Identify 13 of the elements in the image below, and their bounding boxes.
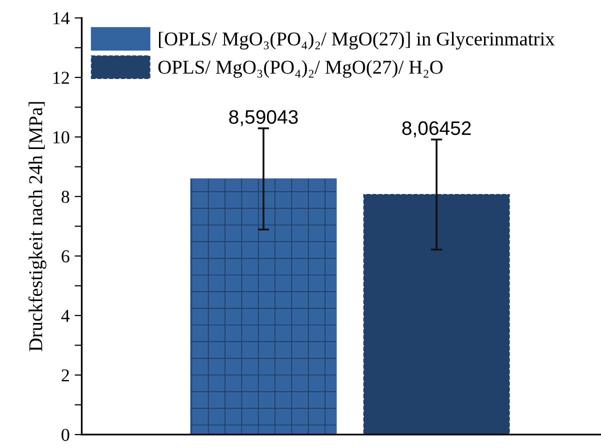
y-tick-label: 4 [61, 310, 70, 322]
y-tick-label: 12 [53, 72, 69, 84]
y-tick-label: 2 [62, 369, 69, 382]
y-tick-label: 8 [62, 190, 70, 203]
y-axis-title: Druckfestigkeit nach 24h [MPa] [28, 102, 46, 352]
y-tick-label: 0 [62, 428, 70, 441]
data-label: 8,59043 [229, 110, 298, 126]
legend-label: OPLS/ MgO₃(PO₄)₂/ MgO(27)/ H₂O [158, 60, 443, 78]
y-tick-label: 10 [53, 131, 70, 144]
y-tick-label: 14 [53, 12, 70, 24]
y-tick-label: 6 [62, 250, 70, 262]
data-label: 8,06452 [402, 121, 471, 138]
legend-label: [OPLS/ MgO₃(PO₄)₂/ MgO(27)] in Glycerinmatrix [159, 32, 555, 50]
